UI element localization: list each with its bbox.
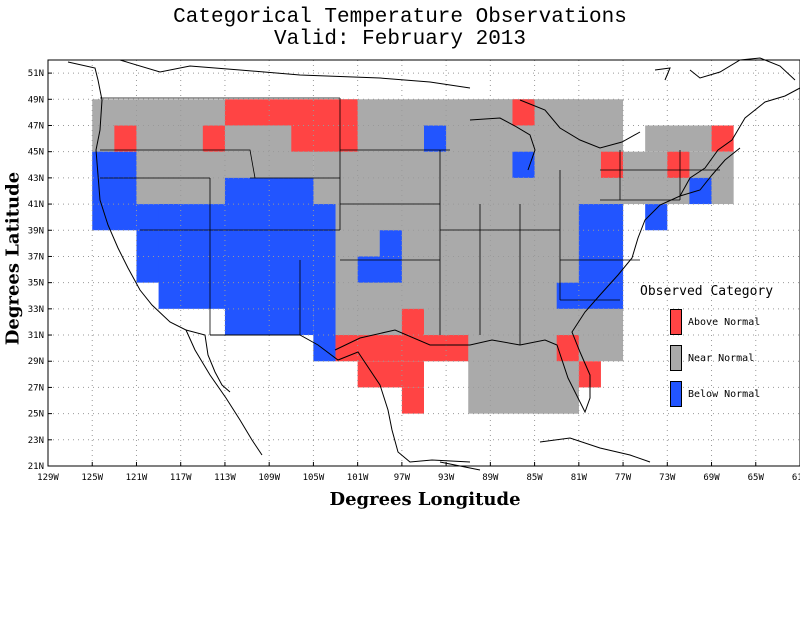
coastline-outline [67, 57, 800, 471]
category-cell [645, 125, 712, 152]
category-cell [645, 204, 668, 231]
y-tick-label: 45N [28, 148, 44, 158]
map-frame [47, 59, 800, 467]
x-tick-label: 117W [170, 473, 192, 483]
legend-swatch [670, 381, 682, 407]
x-tick-label: 105W [303, 473, 325, 483]
category-cell [512, 151, 535, 178]
category-cell [512, 99, 535, 126]
y-tick-label: 25N [28, 410, 44, 420]
x-axis-label: Degrees Longitude [329, 489, 521, 510]
y-tick-label: 37N [28, 252, 44, 262]
category-cell [357, 256, 402, 283]
category-cell [401, 308, 424, 336]
legend-swatch [670, 309, 682, 335]
category-cell [401, 387, 424, 414]
legend-item: Above Normal [670, 309, 800, 335]
x-tick-label: 69W [703, 473, 720, 483]
y-tick-label: 51N [28, 69, 44, 79]
category-cell [114, 125, 137, 152]
x-tick-label: 113W [214, 473, 236, 483]
y-tick-label: 49N [28, 95, 44, 105]
category-cell [556, 282, 624, 309]
x-tick-label: 89W [482, 473, 499, 483]
x-tick-label: 121W [126, 473, 148, 483]
category-cell [224, 99, 358, 126]
category-cell [269, 177, 314, 205]
x-tick-label: 97W [394, 473, 411, 483]
y-tick-label: 23N [28, 436, 44, 446]
y-tick-label: 47N [28, 121, 44, 131]
category-cell [600, 151, 624, 178]
legend-label: Above Normal [688, 316, 761, 328]
category-cell [335, 335, 469, 362]
legend-item: Below Normal [670, 381, 800, 407]
x-tick-label: 61W [792, 473, 800, 483]
x-tick-label: 77W [615, 473, 632, 483]
category-cell [379, 230, 402, 257]
y-tick-label: 27N [28, 383, 44, 393]
category-cell [357, 361, 424, 388]
y-tick-label: 29N [28, 357, 44, 367]
y-axis-label: Degrees Latitude [2, 171, 24, 346]
chart-title: Categorical Temperature Observations [173, 6, 627, 29]
category-cell [291, 125, 336, 152]
category-cell [711, 125, 734, 152]
x-tick-label: 125W [81, 473, 103, 483]
x-tick-label: 81W [571, 473, 588, 483]
category-cell [202, 125, 225, 152]
legend-label: Below Normal [688, 388, 761, 400]
x-tick-label: 65W [748, 473, 765, 483]
y-axis-ticks: 21N 23N 25N 27N 29N 31N 33N 35N 37N 39N 41N 43N 45N 4… [28, 69, 52, 472]
y-tick-label: 39N [28, 226, 44, 236]
x-tick-label: 85W [526, 473, 543, 483]
x-axis-ticks: 129W 125W 121W 117W 113W 109W 105W 101W 97W 93W 89… [37, 462, 800, 483]
y-tick-label: 33N [28, 305, 44, 315]
y-tick-label: 43N [28, 174, 44, 184]
y-tick-label: 35N [28, 279, 44, 289]
legend-title: Observed Category [640, 284, 774, 299]
category-cell [689, 177, 712, 205]
category-cell [556, 335, 579, 362]
legend-swatch [670, 345, 682, 371]
x-tick-label: 93W [438, 473, 455, 483]
legend-item: Near Normal [670, 345, 800, 371]
x-tick-label: 73W [659, 473, 676, 483]
x-tick-label: 101W [347, 473, 369, 483]
x-tick-label: 129W [37, 473, 59, 483]
category-cell [667, 151, 690, 178]
category-cell [424, 125, 447, 152]
y-tick-label: 31N [28, 331, 44, 341]
category-cell [534, 308, 579, 414]
legend: Observed Category Above Normal Near Norma… [640, 284, 800, 407]
chart-subtitle: Valid: February 2013 [273, 28, 527, 51]
legend-label: Near Normal [688, 352, 755, 364]
category-cell [335, 125, 358, 152]
y-tick-label: 21N [28, 462, 44, 472]
state-boundaries [100, 97, 720, 345]
category-cell [600, 204, 624, 231]
category-cell [313, 204, 336, 362]
x-tick-label: 109W [258, 473, 280, 483]
y-tick-label: 41N [28, 200, 44, 210]
